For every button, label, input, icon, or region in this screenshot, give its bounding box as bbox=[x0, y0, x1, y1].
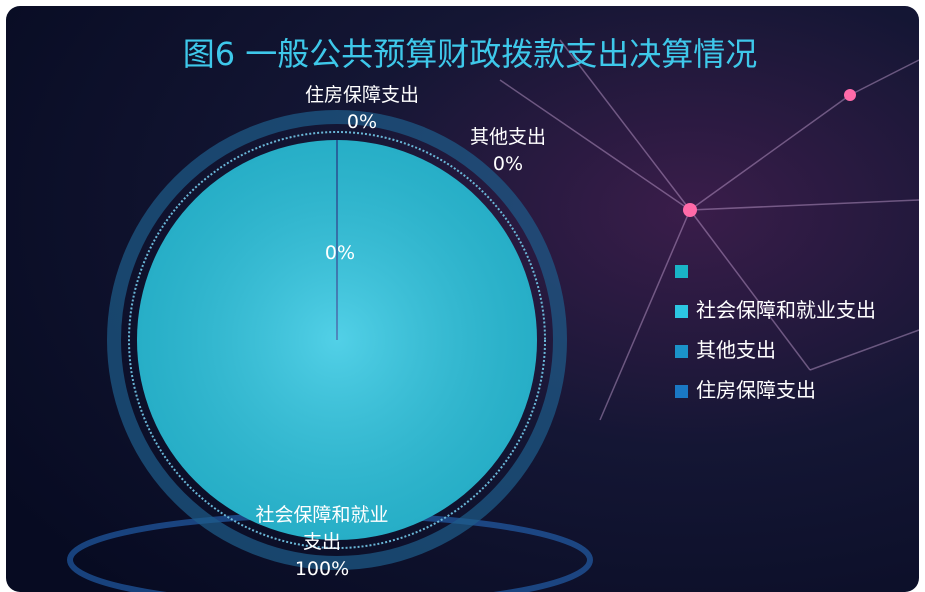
legend-swatch bbox=[675, 385, 688, 398]
data-label: 0% bbox=[255, 240, 425, 267]
data-label-name: 住房保障支出 bbox=[277, 82, 447, 109]
legend-swatch bbox=[675, 265, 688, 278]
legend-swatch bbox=[675, 305, 688, 318]
data-label-value: 100% bbox=[247, 556, 397, 583]
legend-label: 社会保障和就业支出 bbox=[696, 298, 876, 322]
chart-title: 图6 一般公共预算财政拨款支出决算情况 bbox=[183, 35, 758, 73]
data-label-value: 0% bbox=[277, 109, 447, 136]
legend-label: 其他支出 bbox=[696, 338, 776, 362]
data-label-value: 0% bbox=[423, 151, 593, 178]
legend-swatch bbox=[675, 345, 688, 358]
data-label-value: 0% bbox=[255, 240, 425, 267]
legend-label: 住房保障支出 bbox=[696, 378, 816, 402]
legend-item bbox=[675, 257, 696, 283]
decor-node bbox=[683, 203, 697, 217]
legend-item: 其他支出 bbox=[675, 337, 776, 363]
page: 图6 一般公共预算财政拨款支出决算情况 0%社会保障和就业支出100%其他支出0… bbox=[0, 0, 925, 592]
decor-node bbox=[844, 89, 856, 101]
chart: 图6 一般公共预算财政拨款支出决算情况 bbox=[0, 0, 925, 592]
data-label-name: 其他支出 bbox=[423, 124, 593, 151]
legend-item: 社会保障和就业支出 bbox=[675, 297, 876, 323]
data-label-name: 社会保障和就业支出 bbox=[247, 502, 397, 556]
legend-item: 住房保障支出 bbox=[675, 377, 816, 403]
